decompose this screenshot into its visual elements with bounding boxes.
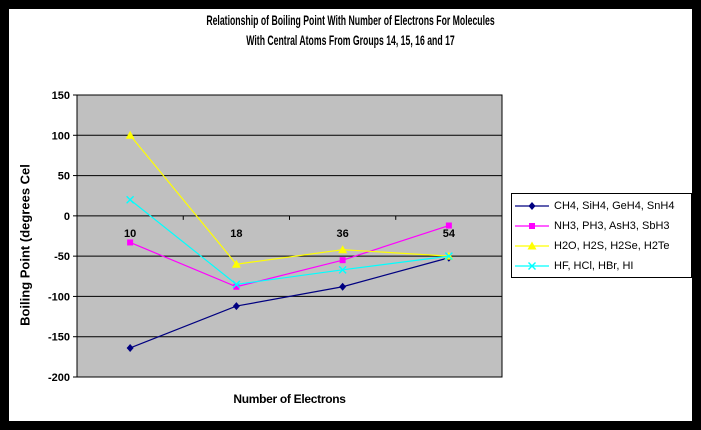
legend-label: CH4, SiH4, GeH4, SnH4 <box>554 200 675 212</box>
legend-item: CH4, SiH4, GeH4, SnH4 <box>515 196 691 216</box>
y-tick-label: 150 <box>52 90 70 102</box>
marker-diamond-icon <box>339 282 347 291</box>
marker-square-icon <box>445 222 452 229</box>
legend-label: H2O, H2S, H2Se, H2Te <box>554 240 670 252</box>
chart-title-line2: With Central Atoms From Groups 14, 15, 1… <box>246 32 455 48</box>
legend-item: H2O, H2S, H2Se, H2Te <box>515 236 691 256</box>
x-category-label: 18 <box>230 228 242 240</box>
series-line <box>129 224 450 288</box>
y-tick-label: -100 <box>48 291 70 303</box>
marker-x-icon <box>444 252 453 261</box>
legend-label: NH3, PH3, AsH3, SbH3 <box>554 220 670 232</box>
marker-diamond-icon <box>528 202 536 210</box>
series-line <box>129 199 449 285</box>
y-tick-label: -200 <box>48 372 70 384</box>
marker-x-icon <box>338 265 347 274</box>
marker-triangle-icon <box>231 259 241 268</box>
x-category-label: 54 <box>443 228 456 240</box>
marker-diamond-icon <box>232 302 240 311</box>
marker-triangle-icon <box>338 245 348 254</box>
marker-x-icon <box>528 262 536 270</box>
series-line <box>129 257 450 349</box>
marker-x-icon <box>232 280 241 289</box>
y-tick-label: -50 <box>54 251 70 263</box>
legend-label: HF, HCl, HBr, HI <box>554 260 634 272</box>
legend: CH4, SiH4, GeH4, SnH4 NH3, PH3, AsH3, SbH… <box>511 193 692 278</box>
legend-triangle-sample-icon <box>515 241 549 250</box>
marker-triangle-icon <box>527 241 537 250</box>
marker-square-icon <box>127 239 134 246</box>
marker-square-icon <box>339 257 346 264</box>
y-tick-label: 100 <box>52 130 70 142</box>
y-tick-label: 0 <box>64 211 70 223</box>
marker-x-icon <box>126 195 135 204</box>
chart-title-line1: Relationship of Boiling Point With Numbe… <box>206 12 495 28</box>
legend-item: NH3, PH3, AsH3, SbH3 <box>515 216 691 236</box>
x-axis-title: Number of Electrons <box>233 392 346 406</box>
legend-square-sample-icon <box>515 223 549 229</box>
marker-diamond-icon <box>126 343 134 352</box>
legend-item: HF, HCl, HBr, HI <box>515 256 691 276</box>
y-tick-label: 50 <box>58 171 70 183</box>
x-category-label: 10 <box>124 228 136 240</box>
marker-square-icon <box>233 283 240 290</box>
marker-triangle-icon <box>125 130 135 139</box>
marker-square-icon <box>529 223 535 229</box>
plot-background <box>76 94 503 378</box>
legend-x-sample-icon <box>515 262 549 270</box>
chart-title: Relationship of Boiling Point With Numbe… <box>0 10 701 50</box>
legend-diamond-sample-icon <box>515 202 549 210</box>
x-category-label: 36 <box>337 228 349 240</box>
series-line <box>129 134 449 265</box>
y-tick-label: -150 <box>48 332 70 344</box>
